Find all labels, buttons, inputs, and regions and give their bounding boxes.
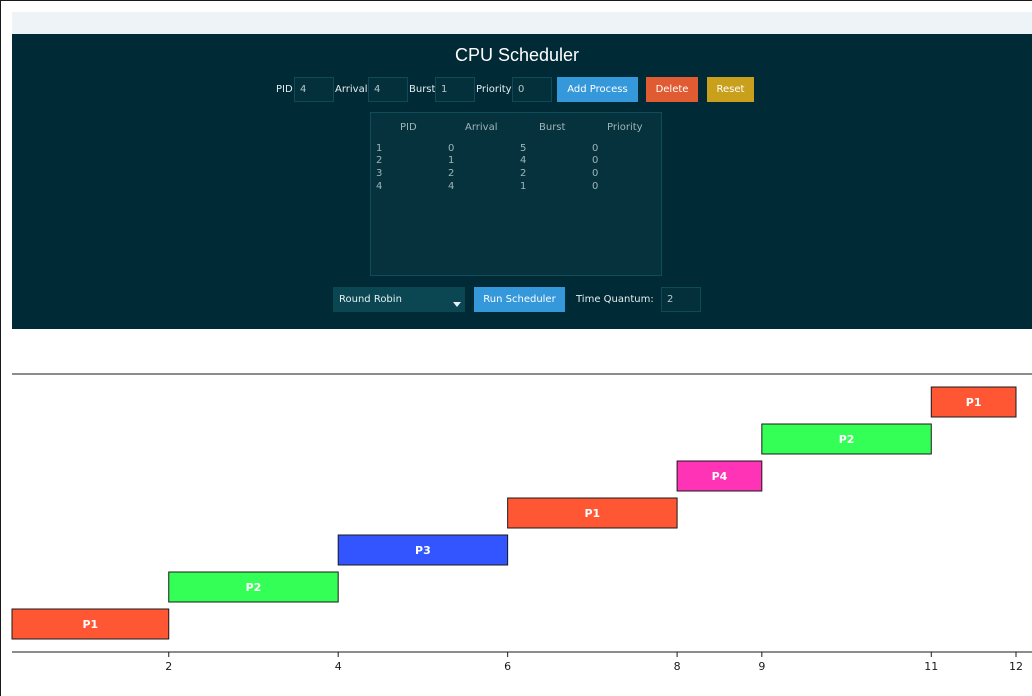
x-tick-label: 12 [1009,660,1023,673]
table-cell: 0 [592,155,599,166]
page-title: CPU Scheduler [454,45,580,65]
table-cell: 4 [520,155,527,166]
algorithm-select[interactable]: Round Robin [333,287,465,312]
table-cell: 0 [448,143,455,154]
gantt-bar-label: P4 [712,470,728,483]
column-header-priority: Priority [607,122,643,133]
table-cell: 2 [520,168,527,179]
x-tick-label: 8 [674,660,681,673]
priority-label: Priority [476,84,512,95]
gantt-bar-p1 [11,608,170,640]
table-cell: 1 [376,143,383,154]
run-scheduler-button[interactable]: Run Scheduler [474,287,565,312]
table-cell: 0 [592,168,599,179]
column-header-pid: PID [400,122,417,133]
gantt-bar-label: P3 [415,544,431,557]
gantt-bar-p3 [337,534,509,566]
x-tick-label: 2 [165,660,172,673]
time-quantum-input[interactable] [661,287,701,312]
delete-button[interactable]: Delete [646,77,698,102]
x-tick-label: 9 [758,660,765,673]
time-quantum-label: Time Quantum: [576,294,654,305]
table-cell: 2 [376,155,383,166]
table-cell: 1 [520,181,527,192]
table-cell: 0 [592,181,599,192]
add-process-button[interactable]: Add Process [557,77,638,102]
gantt-bar-label: P1 [585,507,601,520]
chevron-down-icon [453,302,461,307]
burst-label: Burst [409,84,436,95]
top-strip [12,12,1032,34]
gantt-bar-label: P2 [246,581,262,594]
process-table[interactable]: PID Arrival Burst Priority 1 0 5 0 2 1 4… [370,112,662,276]
gantt-bar-p1 [507,497,678,529]
burst-input[interactable] [435,77,475,102]
pid-input[interactable] [294,77,334,102]
control-panel: CPU Scheduler PID Arrival Burst Priority… [12,34,1032,329]
x-tick-label: 6 [504,660,511,673]
gantt-bar-label: P1 [966,396,982,409]
x-tick-label: 11 [924,660,938,673]
gantt-bar-label: P1 [83,618,99,631]
gantt-bar-label: P2 [839,433,855,446]
pid-label: PID [276,84,293,95]
gantt-bar-p1 [930,386,1017,418]
x-tick-label: 4 [335,660,342,673]
arrival-label: Arrival [335,84,368,95]
gantt-bar-p2 [168,571,339,603]
table-cell: 3 [376,168,383,179]
algorithm-select-value: Round Robin [339,294,402,305]
priority-input[interactable] [512,77,552,102]
arrival-input[interactable] [368,77,408,102]
column-header-burst: Burst [539,122,566,133]
gantt-bar-p2 [761,423,932,455]
column-header-arrival: Arrival [465,122,498,133]
table-cell: 0 [592,143,599,154]
gantt-chart: P1 P2 P3 P1 P4 P2 P1 2 4 6 8 9 11 12 [11,373,1032,673]
gantt-bar-p4 [676,460,763,492]
table-cell: 2 [448,168,455,179]
table-cell: 1 [448,155,455,166]
table-cell: 4 [376,181,383,192]
table-cell: 5 [520,143,527,154]
reset-button[interactable]: Reset [707,77,754,102]
table-cell: 4 [448,181,455,192]
